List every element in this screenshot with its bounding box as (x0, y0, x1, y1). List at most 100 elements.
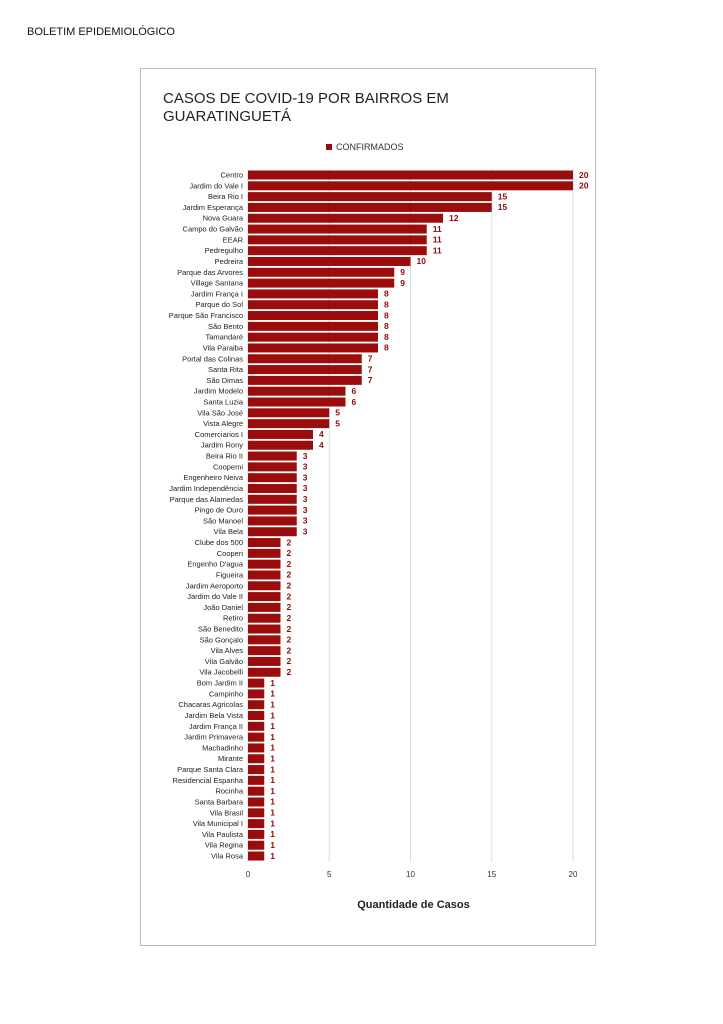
y-tick-label: Campo do Galvão (183, 225, 243, 234)
y-tick-label: Jardim França II (189, 722, 243, 731)
y-tick-label: Mirante (218, 754, 243, 763)
data-label: 1 (270, 678, 275, 688)
x-tick-label: 15 (487, 870, 496, 879)
y-tick-label: Engenheiro Neiva (183, 473, 243, 482)
y-tick-label: Vila Paulista (202, 830, 244, 839)
y-tick-label: Vila Regina (205, 841, 244, 850)
data-label: 20 (579, 181, 589, 191)
y-tick-label: Pingo de Ouro (195, 506, 243, 515)
y-tick-label: Jardim do Vale I (189, 181, 243, 190)
y-tick-label: Retiro (223, 614, 243, 623)
data-label: 8 (384, 343, 389, 353)
y-tick-label: São Gonçalo (200, 635, 243, 644)
bar (248, 181, 573, 191)
data-label: 20 (579, 170, 589, 180)
y-tick-label: Vila Rosa (211, 852, 244, 861)
bar (248, 711, 265, 720)
data-label: 8 (384, 299, 389, 309)
y-tick-label: Vila Galvão (205, 657, 243, 666)
bar (248, 786, 265, 796)
bar (248, 321, 378, 331)
chart-card (140, 68, 596, 946)
y-tick-label: Rocinha (215, 787, 243, 796)
data-label: 4 (319, 429, 324, 439)
bar (248, 419, 330, 429)
y-tick-label: Jardim Esperança (183, 203, 244, 212)
y-tick-label: São Dimas (206, 376, 243, 385)
y-tick-label: Vila Jacobelli (199, 668, 243, 677)
y-tick-label: São Bento (208, 322, 243, 331)
data-label: 2 (287, 591, 292, 601)
bar (248, 311, 378, 321)
data-label: 5 (335, 418, 340, 428)
bar (248, 635, 281, 645)
data-label: 3 (303, 526, 308, 536)
y-tick-label: Jardim Modelo (194, 387, 243, 396)
y-tick-label: Village Santana (191, 279, 244, 288)
data-label: 2 (287, 548, 292, 558)
bar (248, 678, 265, 688)
bar (248, 494, 297, 504)
data-label: 8 (384, 310, 389, 320)
data-label: 9 (400, 278, 405, 288)
bar (248, 505, 297, 515)
data-label: 9 (400, 267, 405, 277)
data-label: 3 (303, 462, 308, 472)
bar (248, 840, 265, 850)
bar (248, 202, 492, 212)
data-label: 2 (287, 559, 292, 569)
data-label: 2 (287, 635, 292, 645)
y-tick-label: Bom Jardim II (197, 679, 243, 688)
y-tick-label: Vila Brasil (210, 808, 244, 817)
data-label: 8 (384, 289, 389, 299)
bar (248, 289, 378, 299)
bar (248, 721, 265, 731)
y-tick-label: Jardim do Vale II (187, 592, 243, 601)
bar (248, 570, 281, 580)
y-tick-label: Vila Bela (214, 527, 244, 536)
bar (248, 646, 281, 656)
y-tick-label: Jardim Rony (201, 441, 243, 450)
bar (248, 267, 395, 277)
data-label: 2 (287, 602, 292, 612)
bar (248, 451, 297, 461)
data-label: 3 (303, 472, 308, 482)
y-tick-label: Jardim Aeroporto (186, 581, 243, 590)
y-tick-label: Residencial Espanha (173, 776, 244, 785)
data-label: 1 (270, 818, 275, 828)
data-label: 1 (270, 808, 275, 818)
data-label: 2 (287, 667, 292, 677)
y-tick-label: Parque Santa Clara (177, 765, 244, 774)
data-label: 1 (270, 786, 275, 796)
y-tick-label: João Daniel (203, 603, 243, 612)
y-tick-label: Santa Barbara (195, 797, 244, 806)
bar (248, 808, 265, 818)
bar (248, 246, 427, 256)
y-tick-label: Centro (220, 170, 243, 179)
data-label: 2 (287, 645, 292, 655)
bar (248, 397, 346, 407)
bar (248, 354, 362, 364)
bar (248, 548, 281, 558)
bar (248, 473, 297, 483)
y-tick-label: Figueira (216, 570, 244, 579)
bar (248, 332, 378, 342)
data-label: 2 (287, 570, 292, 580)
data-label: 7 (368, 354, 373, 364)
bar (248, 689, 265, 699)
data-label: 2 (287, 537, 292, 547)
data-label: 15 (498, 191, 508, 201)
bar (248, 538, 281, 548)
y-tick-label: Parque São Francisco (169, 311, 243, 320)
data-label: 2 (287, 656, 292, 666)
data-label: 10 (417, 256, 427, 266)
data-label: 2 (287, 581, 292, 591)
bar (248, 483, 297, 493)
y-tick-label: Parque das Alamedas (170, 495, 244, 504)
y-tick-label: Pedregulho (205, 246, 243, 255)
bar (248, 235, 427, 245)
y-tick-label: Parque do Sol (195, 300, 243, 309)
bar (248, 592, 281, 602)
data-label: 8 (384, 321, 389, 331)
